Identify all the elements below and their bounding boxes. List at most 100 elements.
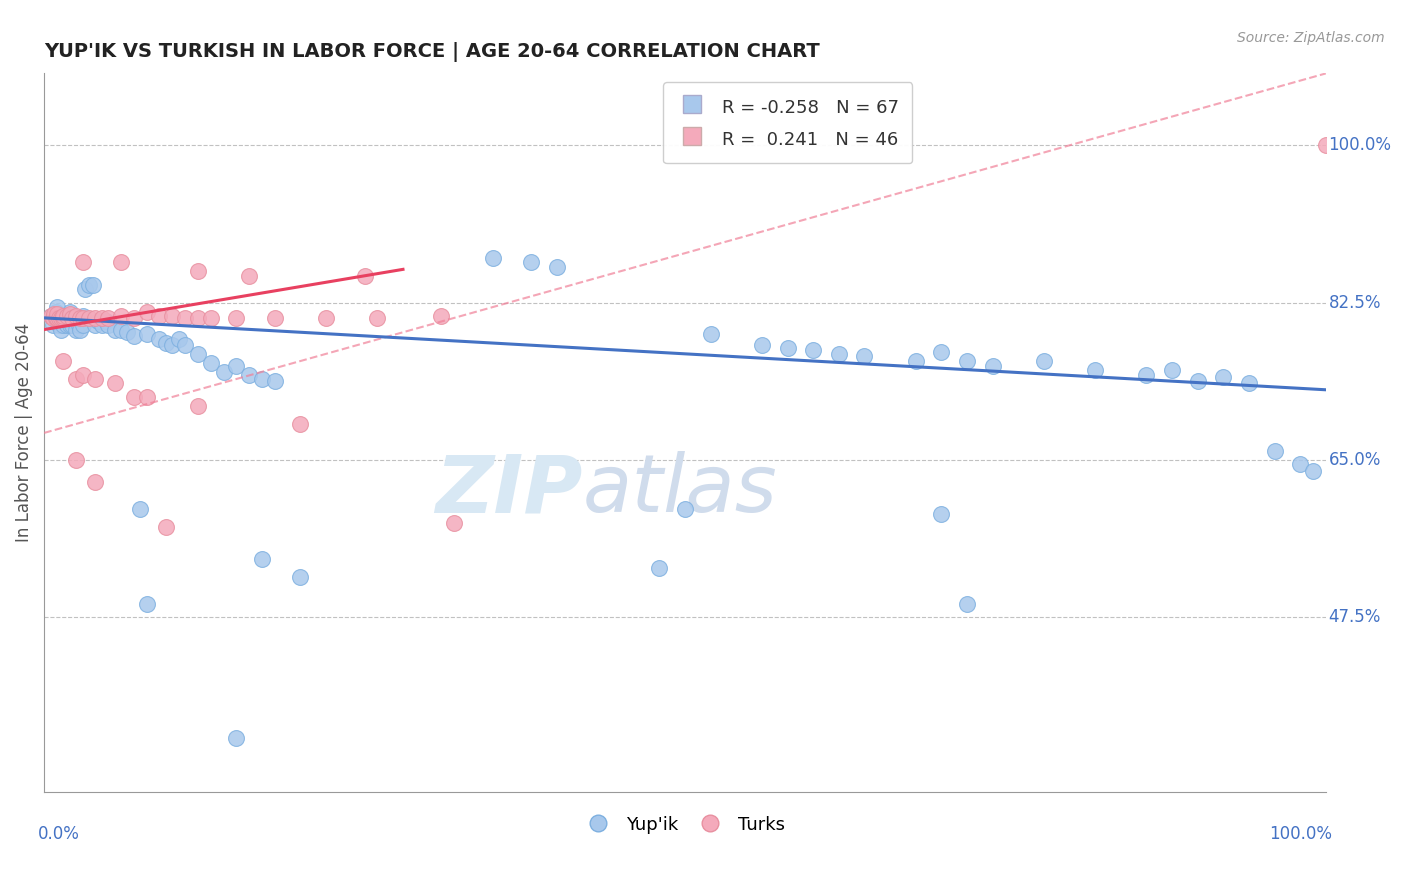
Point (110, 322, 132, 336)
Point (53, 309, 76, 323)
Point (52, 310, 75, 325)
Point (174, 338, 197, 352)
Point (155, 336, 177, 351)
Point (45, 310, 67, 325)
Point (44, 307, 66, 321)
Point (481, 251, 503, 265)
Point (49, 322, 72, 336)
Point (94, 313, 117, 327)
Point (1212, 370, 1234, 384)
Point (39, 309, 62, 323)
Point (162, 309, 184, 323)
Point (187, 264, 209, 278)
Text: 47.5%: 47.5% (1329, 608, 1381, 626)
Point (56, 309, 79, 323)
Point (981, 359, 1004, 373)
Point (122, 329, 145, 343)
Point (49, 310, 72, 325)
Point (59, 304, 82, 318)
Text: atlas: atlas (582, 451, 778, 530)
Text: 100.0%: 100.0% (1270, 825, 1333, 843)
Point (45, 307, 67, 321)
Point (751, 338, 773, 352)
Point (135, 390, 157, 404)
Point (65, 309, 87, 323)
Point (90, 310, 112, 325)
Point (117, 325, 139, 339)
Point (97, 318, 120, 332)
Text: 0.0%: 0.0% (38, 825, 80, 843)
Point (84, 372, 107, 386)
Point (135, 327, 157, 342)
Point (52, 309, 75, 323)
Point (1237, 376, 1260, 391)
Point (162, 338, 184, 352)
Point (90, 318, 112, 332)
Point (263, 310, 285, 325)
Point (430, 309, 453, 323)
Point (135, 304, 157, 318)
Point (65, 453, 87, 467)
Text: 65.0%: 65.0% (1329, 450, 1381, 469)
Y-axis label: In Labor Force | Age 20-64: In Labor Force | Age 20-64 (15, 324, 32, 542)
Point (673, 502, 696, 516)
Point (238, 268, 260, 283)
Point (1289, 458, 1312, 472)
Point (65, 322, 87, 336)
Point (45, 310, 67, 325)
Point (69, 310, 91, 325)
Point (44, 309, 66, 323)
Point (39, 309, 62, 323)
Point (238, 368, 260, 382)
Point (443, 516, 465, 530)
Text: 82.5%: 82.5% (1329, 293, 1381, 311)
Point (187, 310, 209, 325)
Point (42, 310, 65, 325)
Point (148, 332, 170, 346)
Point (187, 399, 209, 413)
Point (929, 507, 952, 521)
Text: YUP'IK VS TURKISH IN LABOR FORCE | AGE 20-64 CORRELATION CHART: YUP'IK VS TURKISH IN LABOR FORCE | AGE 2… (44, 42, 820, 62)
Point (225, 731, 247, 746)
Point (546, 260, 568, 274)
Point (45, 304, 67, 318)
Point (60, 310, 83, 325)
Point (60, 318, 83, 332)
Point (110, 309, 132, 323)
Point (225, 359, 247, 373)
Point (290, 570, 312, 584)
Point (828, 347, 851, 361)
Point (174, 310, 197, 325)
Point (200, 310, 222, 325)
Point (122, 390, 145, 404)
Point (1135, 368, 1157, 382)
Point (77, 310, 100, 325)
Point (212, 365, 235, 379)
Point (45, 313, 67, 327)
Point (315, 310, 337, 325)
Point (75, 282, 97, 296)
Point (520, 255, 543, 269)
Point (250, 372, 273, 386)
Point (84, 475, 107, 490)
Point (366, 310, 388, 325)
Point (1302, 464, 1324, 478)
Point (290, 417, 312, 431)
Point (225, 310, 247, 325)
Point (200, 356, 222, 370)
Point (84, 310, 107, 325)
Point (135, 597, 157, 611)
Point (52, 354, 75, 368)
Point (65, 372, 87, 386)
Point (1264, 443, 1286, 458)
Point (59, 307, 82, 321)
Point (72, 255, 94, 269)
Point (52, 318, 75, 332)
Point (104, 322, 127, 336)
Point (67, 318, 90, 332)
Point (69, 322, 91, 336)
Point (155, 520, 177, 534)
Text: ZIP: ZIP (434, 451, 582, 530)
Point (1315, 138, 1337, 153)
Point (187, 347, 209, 361)
